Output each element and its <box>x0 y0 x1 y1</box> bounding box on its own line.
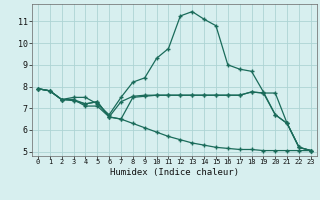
X-axis label: Humidex (Indice chaleur): Humidex (Indice chaleur) <box>110 168 239 177</box>
